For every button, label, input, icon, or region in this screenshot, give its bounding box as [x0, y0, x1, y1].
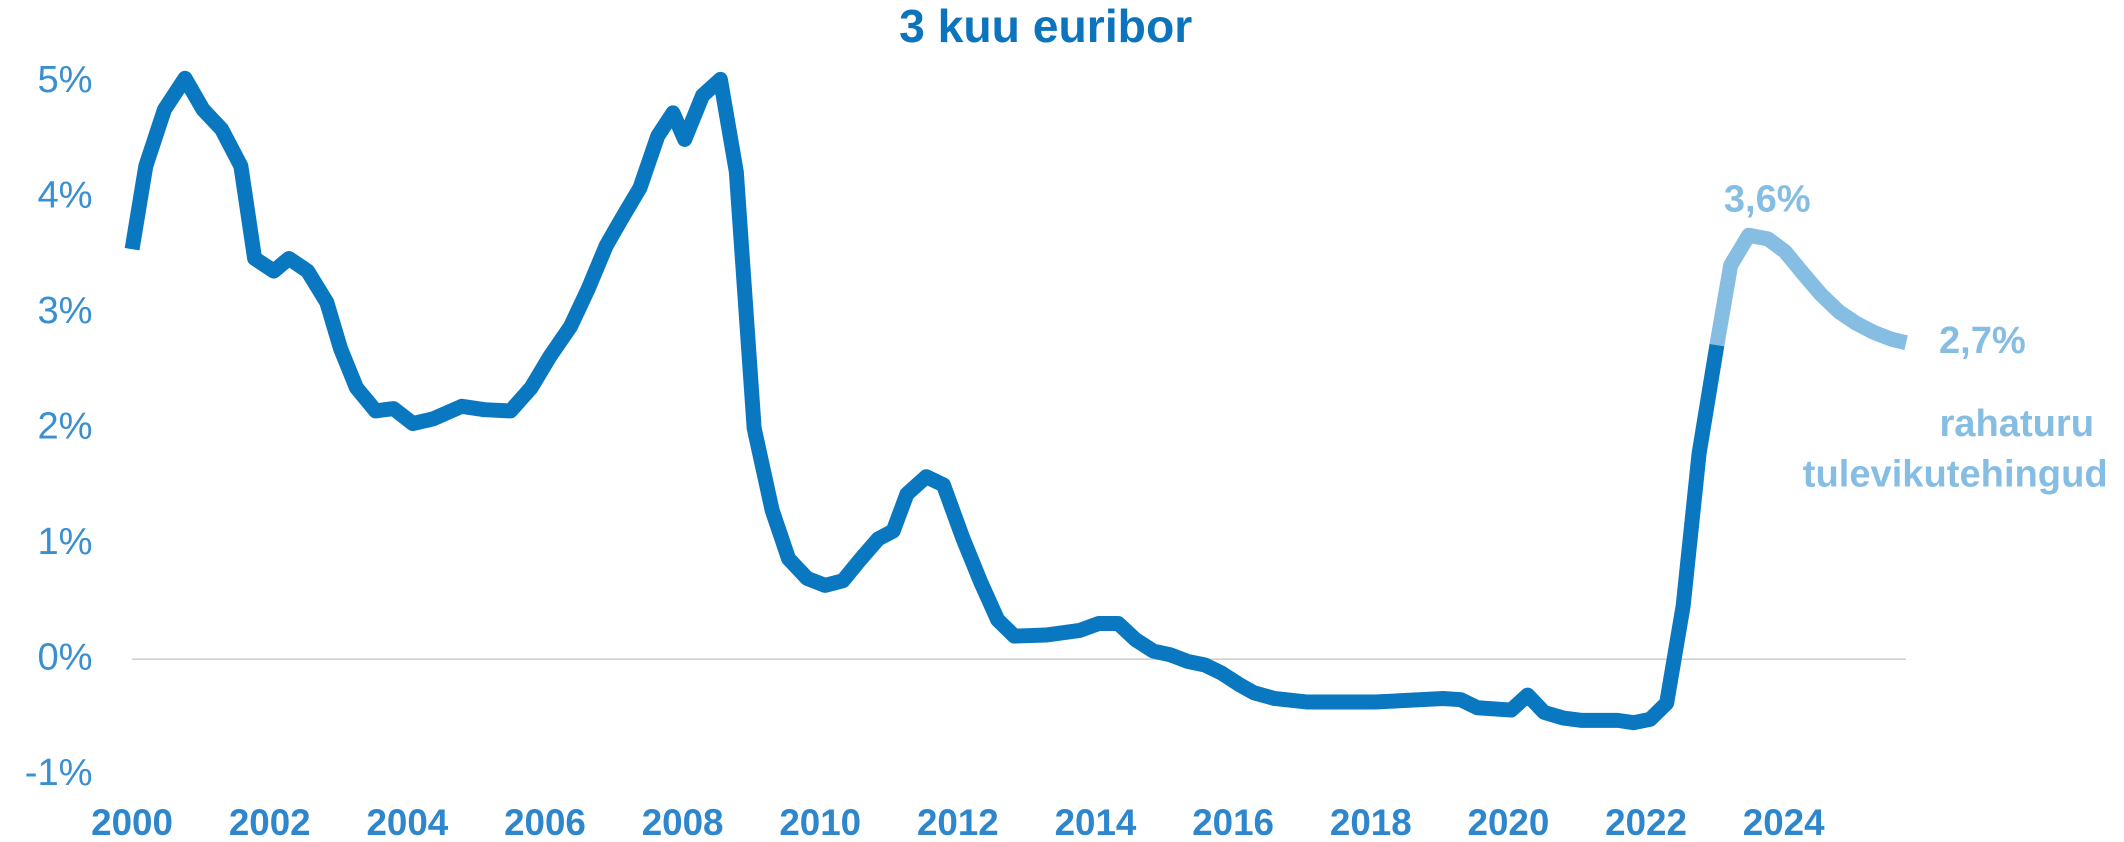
annotation: rahaturu [1939, 402, 2094, 445]
x-tick-label: 2020 [1468, 802, 1550, 842]
x-tick-label: 2010 [779, 802, 861, 842]
x-tick-label: 2004 [366, 802, 448, 842]
x-tick-label: 2022 [1605, 802, 1687, 842]
y-tick-label: -1% [25, 751, 93, 794]
y-tick-label: 5% [37, 58, 92, 101]
x-tick-label: 2006 [504, 802, 586, 842]
x-tick-label: 2016 [1192, 802, 1274, 842]
y-tick-label: 1% [37, 520, 92, 563]
annotation: 3,6% [1724, 178, 1811, 221]
series-line [1709, 227, 1908, 351]
x-tick-label: 2012 [917, 802, 999, 842]
x-tick-label: 2000 [91, 802, 173, 842]
y-tick-label: 4% [37, 173, 92, 216]
chart-title: 3 kuu euribor [899, 0, 1192, 52]
y-tick-label: 2% [37, 404, 92, 447]
series-line [124, 70, 1725, 731]
annotation: tulevikutehingud [1803, 453, 2108, 496]
y-tick-label: 3% [37, 289, 92, 332]
y-tick-label: 0% [37, 635, 92, 678]
x-tick-label: 2002 [229, 802, 311, 842]
x-tick-label: 2018 [1330, 802, 1412, 842]
x-tick-label: 2008 [642, 802, 724, 842]
x-tick-label: 2014 [1055, 802, 1137, 842]
x-tick-label: 2024 [1743, 802, 1825, 842]
annotation: 2,7% [1939, 319, 2026, 362]
